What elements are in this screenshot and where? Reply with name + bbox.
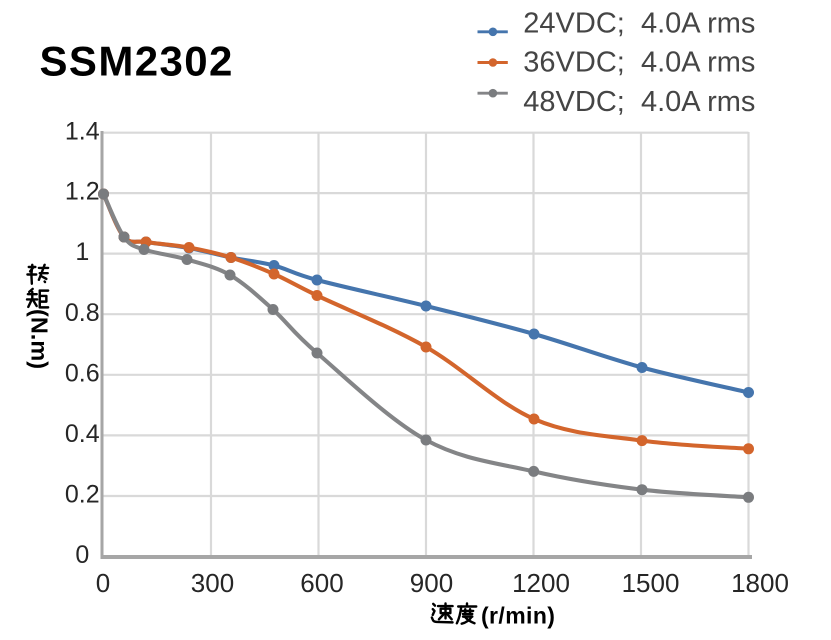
svg-text:0.2: 0.2 bbox=[65, 481, 100, 509]
svg-text:0.4: 0.4 bbox=[65, 420, 100, 448]
svg-text:1800: 1800 bbox=[731, 568, 789, 598]
svg-text:1.4: 1.4 bbox=[65, 117, 100, 145]
svg-text:0: 0 bbox=[75, 541, 89, 569]
svg-text:1.2: 1.2 bbox=[65, 178, 100, 206]
svg-text:1500: 1500 bbox=[622, 568, 680, 598]
svg-text:0.8: 0.8 bbox=[65, 299, 100, 327]
svg-text:SSM2302: SSM2302 bbox=[40, 38, 234, 85]
svg-text:24VDC; 4.0A rms: 24VDC; 4.0A rms bbox=[523, 7, 755, 39]
svg-text:0: 0 bbox=[96, 568, 110, 598]
svg-text:1200: 1200 bbox=[512, 568, 570, 598]
svg-text:600: 600 bbox=[300, 568, 343, 598]
svg-text:36VDC; 4.0A rms: 36VDC; 4.0A rms bbox=[523, 47, 755, 79]
svg-text:900: 900 bbox=[410, 568, 453, 598]
svg-text:(N.m): (N.m) bbox=[27, 309, 53, 369]
svg-text:0.6: 0.6 bbox=[65, 359, 100, 387]
svg-text:(r/min): (r/min) bbox=[481, 603, 555, 629]
svg-text:300: 300 bbox=[191, 568, 234, 598]
svg-text:1: 1 bbox=[75, 238, 89, 266]
svg-text:48VDC; 4.0A rms: 48VDC; 4.0A rms bbox=[523, 86, 755, 118]
